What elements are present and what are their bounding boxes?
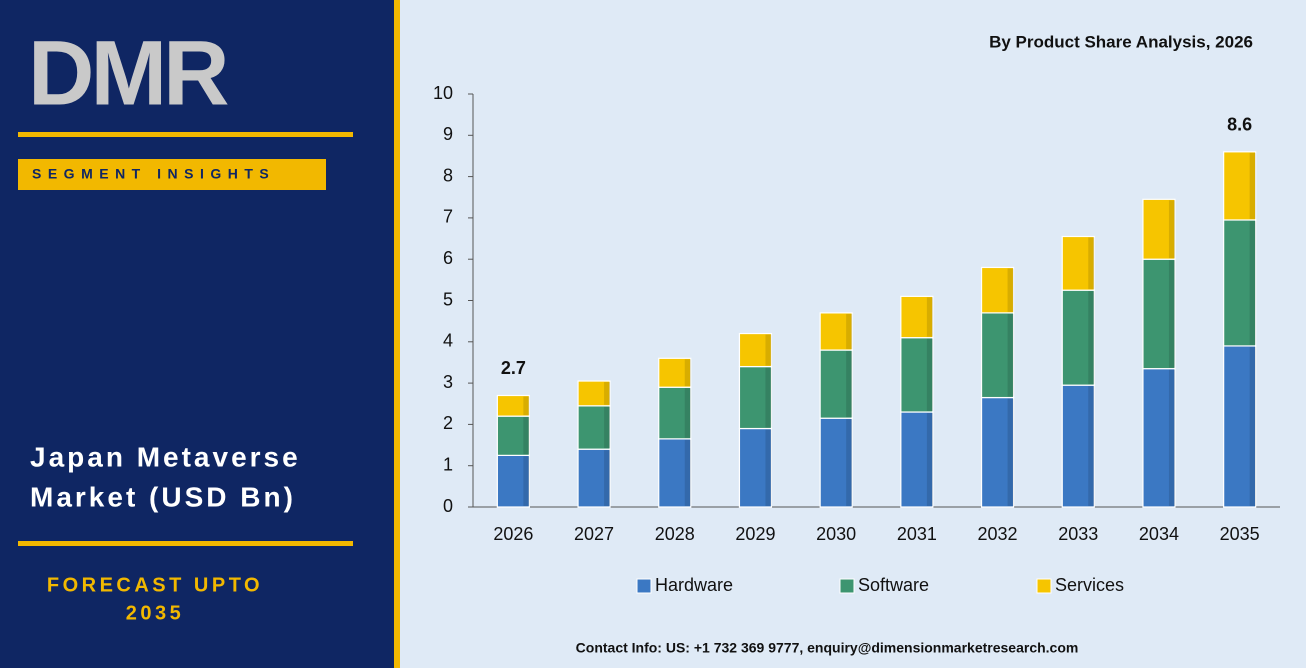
bar-segment [900,411,934,508]
bar-segment [577,448,611,508]
bar-shade [1249,152,1256,219]
y-tick-label: 4 [443,331,453,351]
x-tick-label: 2029 [735,524,775,544]
bar-segment [496,454,530,508]
bar-segment [1223,151,1257,221]
bar-segment [738,427,773,508]
chart-title: By Product Share Analysis, 2026 [989,32,1253,51]
logo: DMR [28,22,228,124]
bar-shade [684,439,691,506]
y-tick-label: 0 [443,496,453,516]
total-label: 8.6 [1227,115,1252,135]
x-tick-label: 2032 [978,524,1018,544]
y-tick-label: 2 [443,413,453,433]
bar-segment [577,405,611,450]
tag-box [18,159,326,190]
bar-shade [926,297,933,337]
legend-label: Services [1055,575,1124,595]
legend-label: Hardware [655,575,733,595]
bar-shade [604,450,611,506]
bar-shade [604,406,611,449]
bar-shade [765,429,772,506]
footer: Contact Info: US: +1 732 369 9777, enqui… [576,640,1079,656]
bar-segment [900,337,934,413]
legend-swatch [839,578,855,594]
y-tick-label: 10 [433,83,453,103]
bar-shade [926,413,933,506]
bar-shade [1088,386,1095,506]
rule [18,541,353,546]
bar-shade [1007,398,1014,506]
bar-shade [765,367,772,428]
bar-shade [523,417,530,455]
bar-shade [926,338,933,412]
bar-segment [577,380,611,407]
bar-shade [684,388,691,438]
x-tick-label: 2030 [816,524,856,544]
x-tick-label: 2031 [897,524,937,544]
bar-shade [604,382,611,405]
bar-shade [1249,346,1256,506]
y-tick-label: 8 [443,165,453,185]
bar-shade [684,359,691,387]
bar-shade [846,419,853,506]
rule [18,132,353,137]
bar-shade [765,334,772,366]
bar-shade [523,396,530,416]
bar-segment [980,396,1015,508]
bar-segment [496,415,530,456]
bar-segment [1142,258,1176,370]
bar-segment [658,386,692,440]
bar-shade [1168,200,1175,259]
x-tick-label: 2033 [1058,524,1098,544]
bar-segment [1142,198,1176,260]
legend-label: Software [858,575,929,595]
bar-segment [496,394,530,417]
bar-segment [1223,345,1257,508]
legend-swatch [1036,578,1052,594]
heading: Japan Metaverse [30,441,301,472]
bar-segment [738,332,773,368]
bar-segment [980,266,1015,314]
bar-shade [846,351,853,418]
x-tick-label: 2027 [574,524,614,544]
y-tick-label: 9 [443,124,453,144]
tag: SEGMENT INSIGHTS [32,166,275,182]
bar-segment [1223,219,1257,347]
left-panel [0,0,394,668]
x-tick-label: 2034 [1139,524,1179,544]
bar-segment [819,349,853,419]
total-label: 2.7 [501,358,526,378]
legend-swatch [636,578,652,594]
x-tick-label: 2028 [655,524,695,544]
bar-shade [1088,237,1095,290]
bar-segment [900,295,934,339]
bar-shade [523,456,530,506]
bar-shade [1007,313,1014,397]
forecast: FORECAST UPTO [47,574,263,596]
x-tick-label: 2026 [493,524,533,544]
y-tick-label: 6 [443,248,453,268]
bar-segment [658,357,692,388]
bar-shade [1168,260,1175,368]
y-tick-label: 1 [443,454,453,474]
bar-shade [1168,369,1175,506]
bar-segment [738,365,773,430]
bar-shade [1249,220,1256,345]
bar-shade [846,313,853,350]
x-tick-label: 2035 [1220,524,1260,544]
y-tick-label: 5 [443,289,453,309]
plot: 0 1 2 3 4 5 6 7 8 9 10 2026 2.7 2027 2028 2029 2030 2031 2… [433,83,1280,595]
y-tick-label: 7 [443,207,453,227]
bar-shade [1007,268,1014,312]
bar-segment [819,312,853,351]
heading: Market (USD Bn) [30,481,296,512]
bar-segment [1061,235,1095,291]
forecast: 2035 [126,602,185,624]
divider [394,0,400,668]
y-tick-label: 3 [443,372,453,392]
bar-shade [1088,291,1095,385]
